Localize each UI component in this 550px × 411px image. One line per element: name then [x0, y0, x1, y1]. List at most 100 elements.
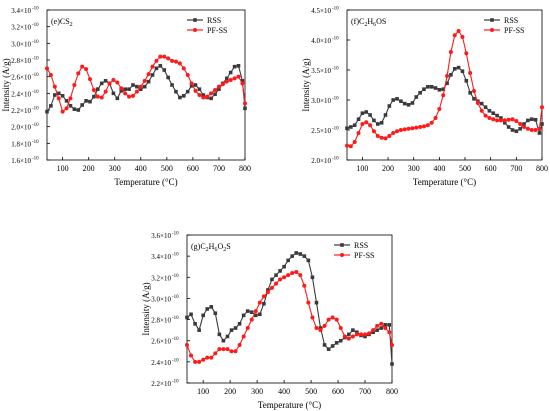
point-rss [193, 83, 198, 87]
legend-marker-pfss [490, 28, 494, 32]
point-pfss [127, 94, 132, 99]
point-rss [197, 87, 202, 91]
y-tick-label: 2.6×10 [151, 338, 171, 346]
y-tick-mantissa: 4.0×10 [311, 37, 331, 45]
point-rss [185, 89, 190, 94]
point-rss [135, 84, 139, 89]
point-rss [150, 73, 155, 77]
point-pfss [228, 78, 233, 82]
point-rss [170, 83, 174, 87]
y-tick-mantissa: 2.5×10 [311, 127, 331, 135]
point-pfss [265, 290, 270, 295]
point-rss [249, 310, 254, 314]
point-rss [49, 104, 53, 108]
point-pfss [364, 120, 369, 125]
point-pfss [533, 128, 538, 132]
y-tick-mantissa: 2.4×10 [151, 359, 171, 367]
y-tick-mantissa: 3.4×10 [151, 253, 171, 261]
point-pfss [80, 64, 85, 69]
point-rss [479, 101, 484, 106]
y-tick-exponent: -10 [32, 123, 39, 128]
point-pfss [314, 326, 319, 331]
point-rss [522, 122, 526, 126]
y-tick-label: 2.4×10 [11, 90, 31, 98]
point-pfss [383, 136, 388, 141]
y-tick-mantissa: 2.2×10 [11, 107, 31, 115]
y-tick-exponent: -10 [32, 40, 39, 45]
point-pfss [345, 143, 349, 148]
point-pfss [193, 359, 198, 364]
point-rss [115, 96, 120, 101]
panel-label-subscript: 2 [223, 247, 226, 253]
x-tick-label: 100 [197, 387, 209, 396]
point-pfss [338, 326, 343, 331]
point-rss [452, 67, 457, 71]
point-rss [189, 312, 193, 317]
point-rss [326, 347, 331, 351]
point-pfss [479, 108, 484, 113]
point-rss [383, 113, 388, 117]
point-rss [127, 87, 131, 91]
point-rss [253, 313, 258, 318]
point-pfss [181, 66, 186, 71]
y-tick-exponent: -10 [172, 253, 179, 258]
point-pfss [282, 275, 287, 280]
point-rss [349, 125, 353, 129]
point-rss [286, 258, 290, 263]
point-pfss [216, 84, 221, 89]
y-axis-label: Intensity (A/g) [301, 58, 311, 111]
point-pfss [387, 134, 392, 138]
point-pfss [375, 323, 380, 328]
point-pfss [371, 328, 376, 333]
point-pfss [298, 273, 303, 278]
point-pfss [189, 353, 194, 358]
point-rss [306, 258, 311, 263]
point-pfss [177, 61, 182, 66]
point-rss [445, 81, 449, 85]
point-rss [266, 288, 270, 292]
point-pfss [95, 94, 100, 99]
legend-label: RSS [354, 241, 368, 250]
point-pfss [441, 93, 446, 98]
point-rss [526, 118, 530, 123]
point-pfss [330, 315, 335, 320]
panel-label-subscript: 6 [214, 247, 217, 253]
point-rss [456, 65, 461, 70]
point-rss [205, 307, 210, 311]
point-rss [410, 101, 415, 105]
y-tick-label: 2.0×10 [11, 124, 31, 132]
legend-marker-pfss [340, 253, 344, 257]
point-pfss [487, 116, 492, 120]
point-pfss [383, 326, 388, 331]
y-tick-mantissa: 2.6×10 [151, 338, 171, 346]
x-tick-label: 200 [382, 164, 394, 173]
point-pfss [166, 56, 171, 61]
point-pfss [395, 129, 400, 134]
point-rss [406, 103, 411, 107]
point-rss [537, 131, 542, 135]
point-pfss [220, 82, 225, 87]
point-rss [499, 116, 503, 120]
point-pfss [522, 125, 527, 129]
point-rss [76, 108, 81, 112]
point-rss [274, 273, 278, 277]
point-rss [270, 277, 274, 282]
y-tick-exponent: -10 [332, 157, 339, 162]
point-rss [224, 76, 229, 81]
point-pfss [406, 126, 411, 131]
point-rss [322, 343, 327, 347]
x-tick-label: 100 [57, 164, 69, 173]
point-pfss [205, 94, 210, 99]
y-tick-label: 3.0×10 [311, 97, 331, 105]
y-tick-label: 2.5×10 [311, 127, 331, 135]
x-tick-label: 600 [187, 164, 199, 173]
point-pfss [448, 50, 453, 54]
point-pfss [56, 96, 61, 101]
point-rss [364, 110, 369, 114]
legend-label: PF-SS [504, 26, 524, 35]
point-pfss [354, 332, 359, 337]
point-pfss [48, 73, 53, 77]
point-pfss [350, 334, 355, 339]
point-pfss [269, 285, 274, 290]
